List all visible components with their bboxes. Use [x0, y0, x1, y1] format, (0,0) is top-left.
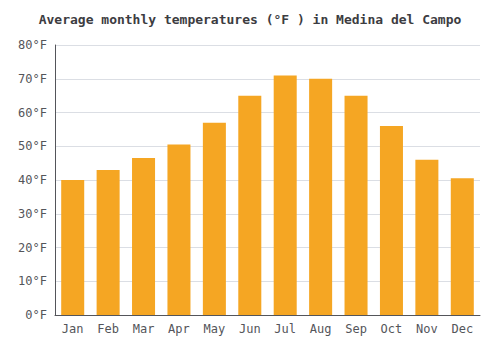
svg-text:Sep: Sep: [345, 322, 367, 336]
svg-text:50°F: 50°F: [18, 139, 47, 153]
svg-text:Feb: Feb: [97, 322, 119, 336]
svg-text:Average monthly temperatures (: Average monthly temperatures (°F ) in Me…: [39, 12, 462, 27]
svg-text:Jun: Jun: [239, 322, 261, 336]
svg-text:40°F: 40°F: [18, 173, 47, 187]
svg-text:Dec: Dec: [451, 322, 473, 336]
svg-text:Aug: Aug: [310, 322, 332, 336]
svg-text:20°F: 20°F: [18, 241, 47, 255]
svg-text:Oct: Oct: [381, 322, 403, 336]
svg-text:Nov: Nov: [416, 322, 438, 336]
svg-text:Mar: Mar: [133, 322, 155, 336]
svg-text:0°F: 0°F: [25, 308, 47, 322]
svg-text:10°F: 10°F: [18, 274, 47, 288]
svg-text:80°F: 80°F: [18, 38, 47, 52]
svg-text:Apr: Apr: [168, 322, 190, 336]
svg-text:Jul: Jul: [274, 322, 296, 336]
svg-text:30°F: 30°F: [18, 207, 47, 221]
svg-text:May: May: [204, 322, 226, 336]
svg-text:60°F: 60°F: [18, 106, 47, 120]
svg-text:Jan: Jan: [62, 322, 84, 336]
svg-text:70°F: 70°F: [18, 72, 47, 86]
